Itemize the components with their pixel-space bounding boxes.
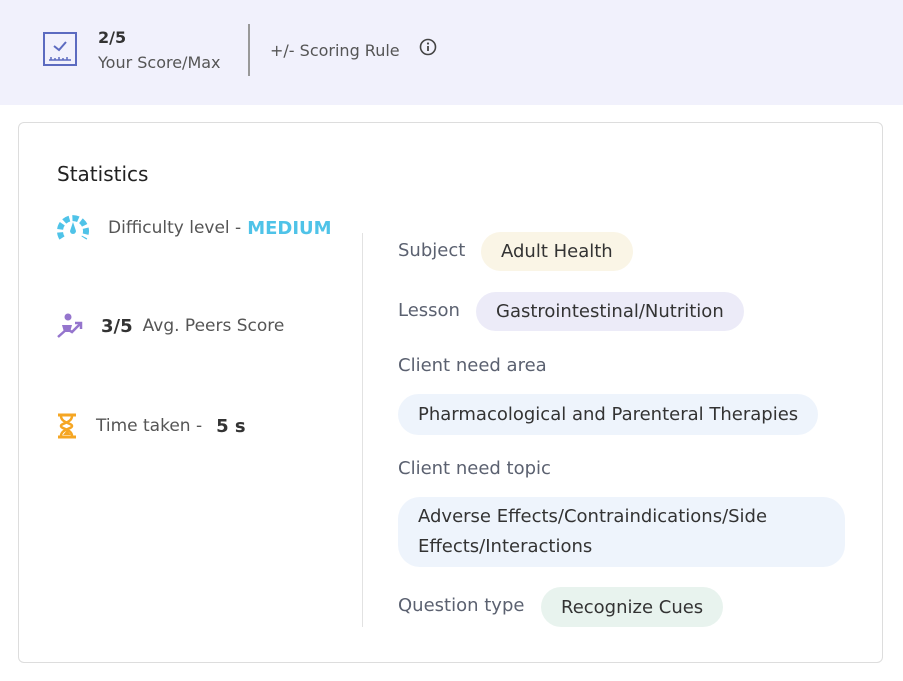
difficulty-value: MEDIUM — [247, 217, 332, 239]
gauge-icon — [57, 215, 89, 240]
need-area-label: Client need area — [398, 355, 547, 376]
subject-label: Subject — [398, 240, 466, 261]
lesson-chip: Gastrointestinal/Nutrition — [476, 292, 744, 331]
statistics-card — [18, 122, 883, 663]
difficulty-row: Difficulty level - MEDIUM — [57, 214, 332, 242]
time-label: Time taken - — [96, 416, 203, 436]
time-value: 5 s — [216, 415, 246, 437]
subject-chip: Adult Health — [481, 232, 633, 271]
header-divider — [248, 24, 250, 76]
column-divider — [362, 233, 363, 627]
peers-score-value: 3/5 — [101, 315, 133, 337]
peers-score-label: Avg. Peers Score — [142, 316, 285, 336]
hourglass-icon — [58, 413, 76, 439]
info-icon[interactable] — [419, 38, 437, 56]
need-topic-label: Client need topic — [398, 458, 551, 479]
time-row: Time taken - 5 s — [57, 413, 246, 439]
question-type-label: Question type — [398, 595, 525, 616]
scoring-rule-label: +/- Scoring Rule — [270, 41, 400, 60]
score-checkbox-icon — [43, 32, 77, 66]
need-area-chip: Pharmacological and Parenteral Therapies — [398, 394, 819, 435]
peers-row: 3/5 Avg. Peers Score — [57, 313, 284, 339]
difficulty-label: Difficulty level - — [108, 218, 242, 238]
question-type-chip: Recognize Cues — [541, 587, 724, 627]
score-label: Your Score/Max — [98, 53, 221, 72]
score-value: 2/5 — [98, 28, 127, 47]
statistics-title: Statistics — [57, 162, 149, 186]
peers-growth-icon — [57, 313, 83, 338]
score-header: 2/5 Your Score/Max +/- Scoring Rule — [0, 0, 903, 105]
lesson-label: Lesson — [398, 300, 460, 321]
need-topic-chip: Adverse Effects/Contraindications/Side E… — [398, 497, 845, 567]
